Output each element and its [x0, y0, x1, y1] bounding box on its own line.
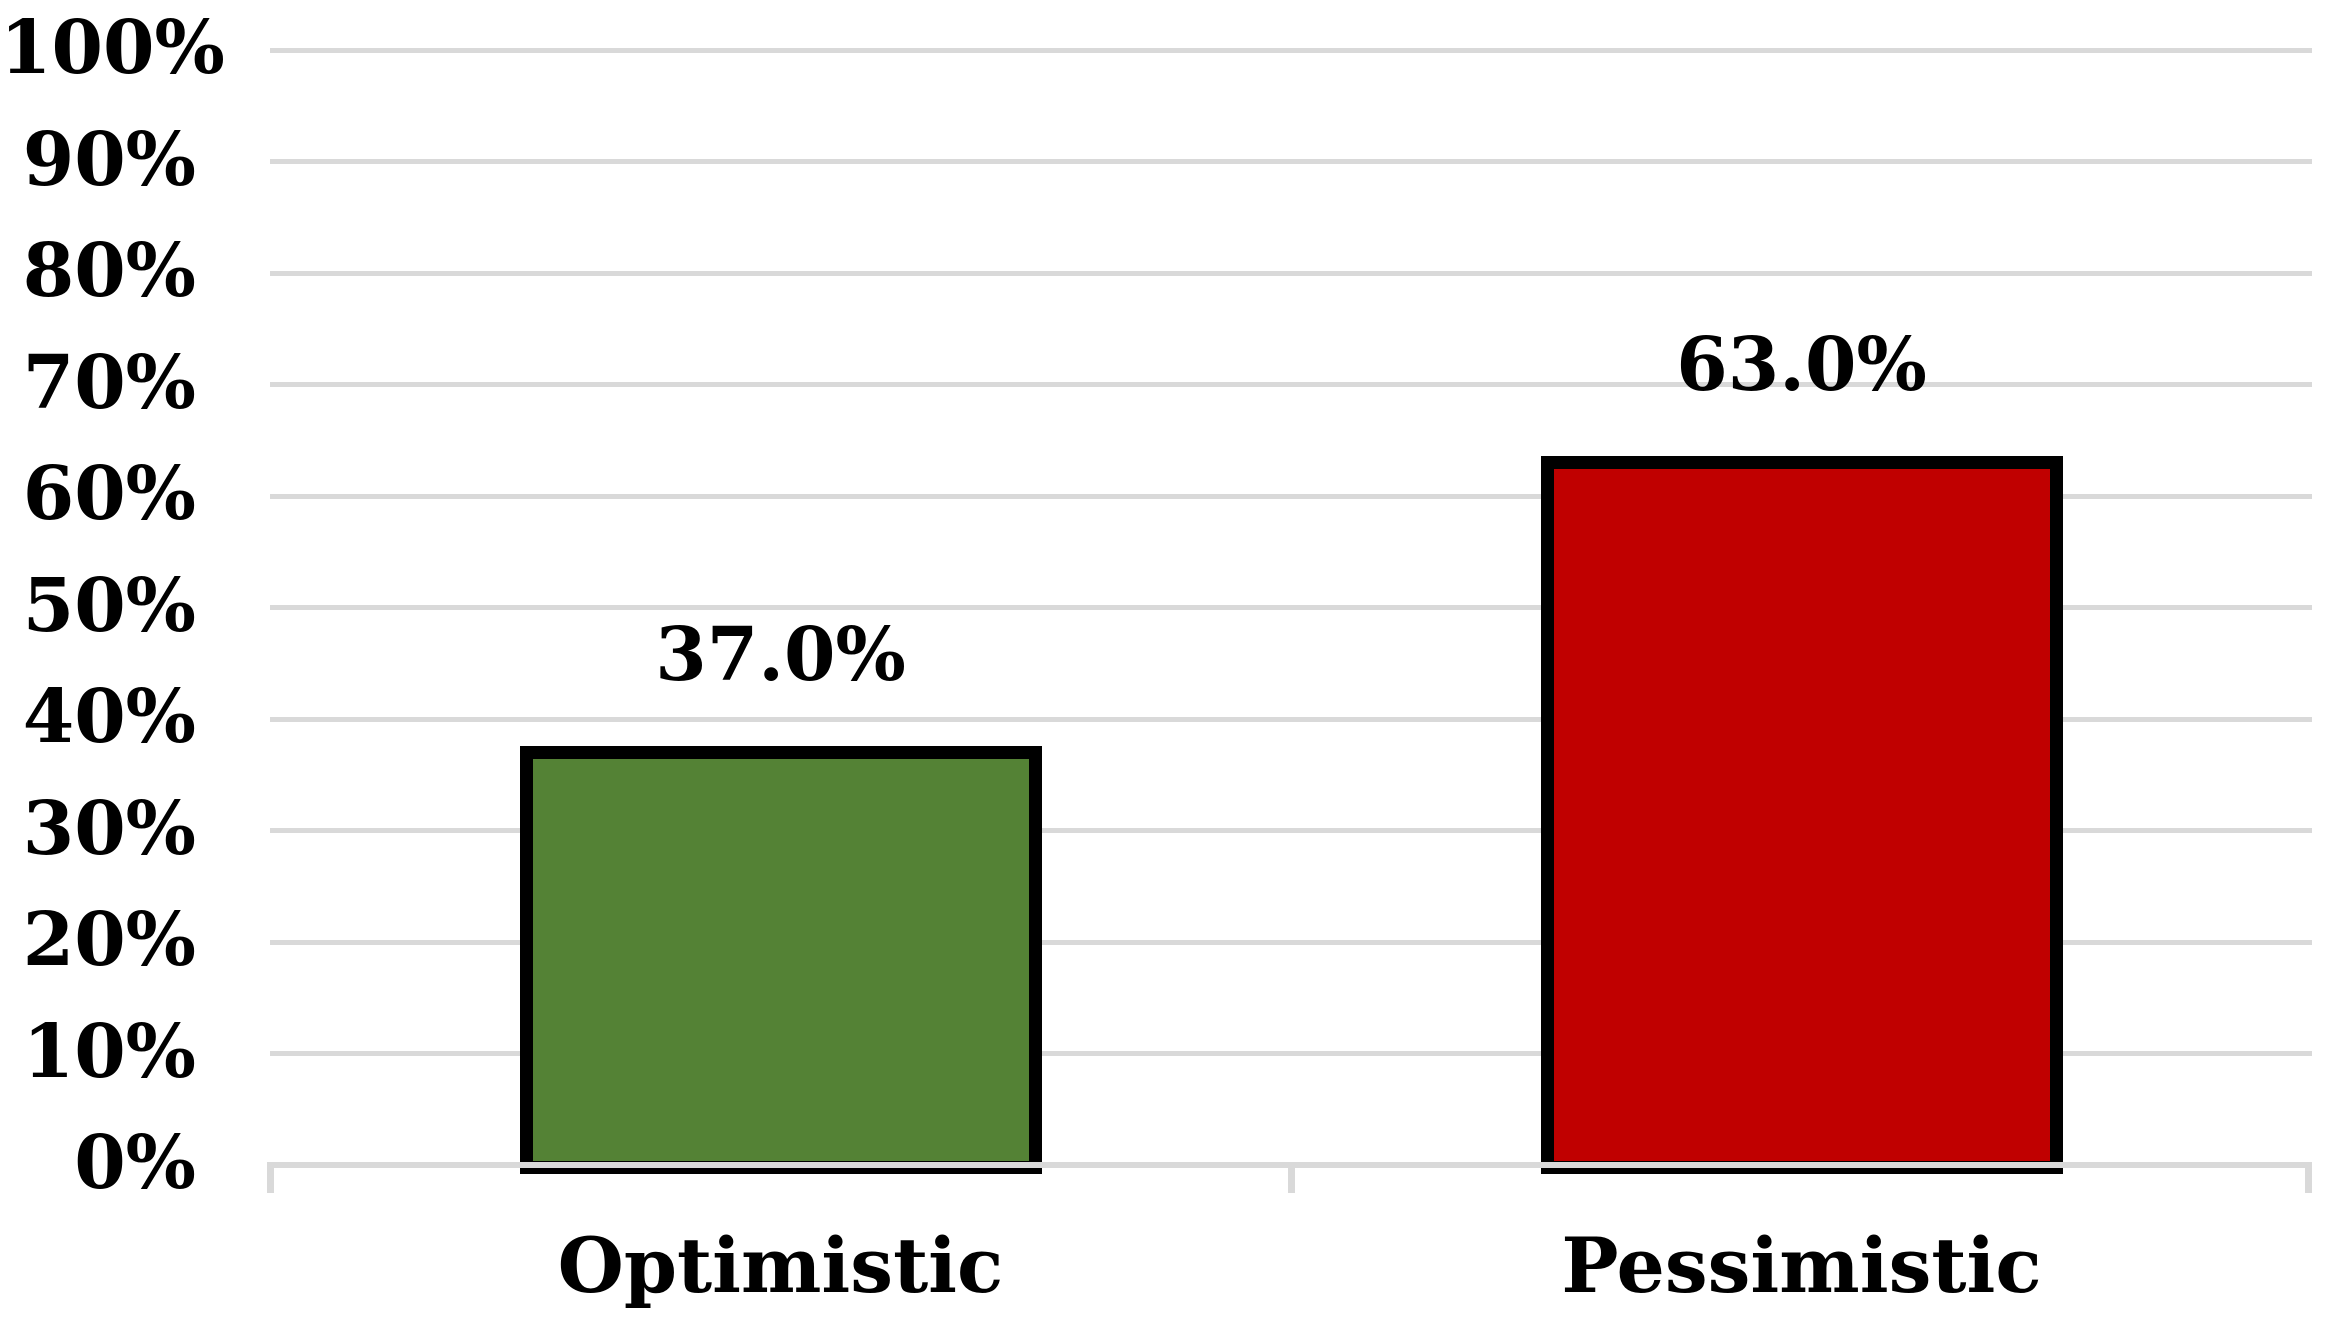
bar-pessimistic: [1540, 456, 2063, 1174]
x-axis-tick-0: [267, 1162, 274, 1193]
data-label-optimistic: 37.0%: [655, 611, 906, 698]
y-tick-label-50: 50%: [22, 562, 196, 649]
gridline-60: [270, 493, 2312, 499]
y-tick-label-0: 0%: [74, 1120, 196, 1206]
x-axis-tick-2: [2305, 1162, 2312, 1193]
y-tick-label-40: 40%: [22, 674, 196, 760]
gridline-70: [270, 382, 2312, 387]
y-tick-label-100: 100%: [0, 5, 225, 91]
gridline-90: [270, 159, 2312, 164]
y-tick-label-90: 90%: [22, 116, 196, 203]
gridline-80: [270, 270, 2312, 276]
category-label-pessimistic: Pessimistic: [1561, 1221, 2042, 1310]
y-tick-label-60: 60%: [22, 451, 196, 537]
category-label-optimistic: Optimistic: [557, 1221, 1004, 1310]
y-tick-label-10: 10%: [22, 1008, 196, 1095]
gridline-30: [270, 828, 2312, 833]
y-tick-label-70: 70%: [22, 339, 196, 426]
gridline-50: [270, 605, 2312, 610]
x-axis-tick-1: [1288, 1162, 1295, 1193]
gridline-10: [270, 1051, 2312, 1056]
gridline-40: [270, 716, 2312, 722]
gridline-20: [270, 939, 2312, 945]
data-label-pessimistic: 63.0%: [1676, 322, 1927, 409]
bar-optimistic: [519, 745, 1042, 1174]
gridline-100: [270, 47, 2312, 53]
y-tick-label-20: 20%: [22, 897, 196, 983]
y-tick-label-80: 80%: [22, 228, 196, 314]
y-tick-label-30: 30%: [22, 785, 196, 872]
